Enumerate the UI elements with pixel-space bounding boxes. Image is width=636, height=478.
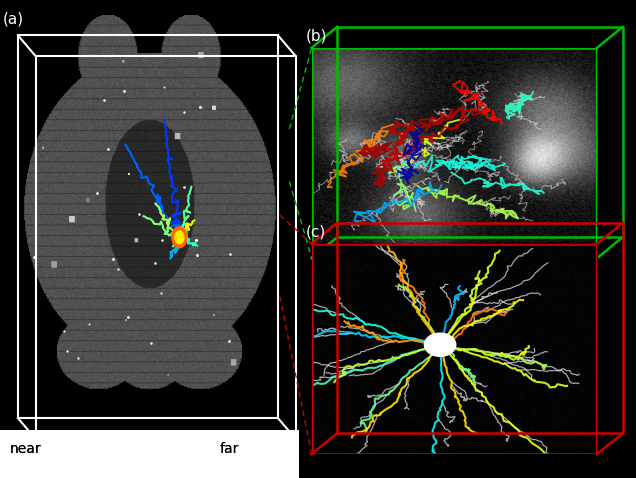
- Bar: [0, 430, 299, 478]
- Circle shape: [424, 333, 456, 356]
- Polygon shape: [597, 27, 623, 258]
- Text: far: far: [219, 442, 238, 456]
- Text: (c): (c): [305, 225, 326, 239]
- Polygon shape: [597, 223, 623, 454]
- Text: near: near: [10, 442, 41, 456]
- Polygon shape: [312, 223, 623, 244]
- Text: (b): (b): [305, 29, 327, 43]
- Circle shape: [172, 227, 187, 248]
- Text: (a): (a): [3, 12, 24, 27]
- Polygon shape: [312, 27, 623, 48]
- Bar: [18, 35, 278, 418]
- Circle shape: [175, 231, 184, 244]
- Text: near: near: [10, 442, 41, 456]
- Text: far: far: [219, 442, 238, 456]
